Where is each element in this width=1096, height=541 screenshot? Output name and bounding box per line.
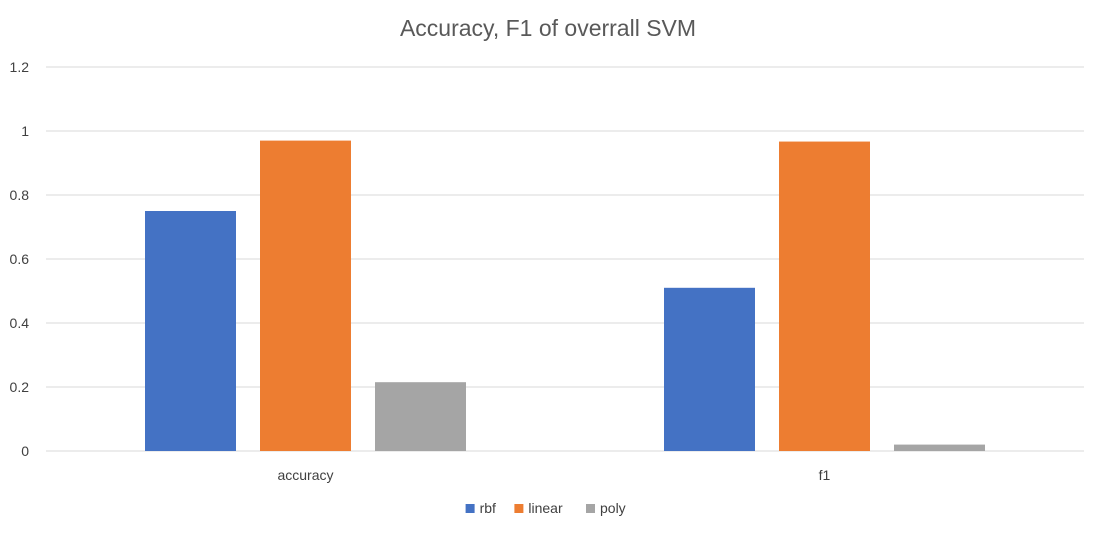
x-axis-categories: accuracy f1 [277,467,830,483]
y-tick-label: 1 [21,123,29,139]
y-tick-label: 0.4 [10,315,30,331]
y-tick-label: 0 [21,443,29,459]
legend-swatch-poly [586,504,595,513]
legend-label: linear [528,500,563,516]
x-category-label: f1 [819,467,831,483]
legend-label: rbf [480,500,496,516]
legend-swatch-linear [514,504,524,513]
bar-poly-f1 [894,444,985,451]
legend-label: poly [600,500,626,516]
y-tick-label: 0.8 [10,187,30,203]
bars [145,140,985,451]
bar-linear-accuracy [260,140,351,451]
legend-swatch-rbf [465,504,475,513]
y-tick-label: 0.6 [10,251,30,267]
bar-linear-f1 [779,141,870,451]
x-category-label: accuracy [277,467,333,483]
chart-title: Accuracy, F1 of overrall SVM [400,15,696,41]
y-axis-ticks: 0 0.2 0.4 0.6 0.8 1 1.2 [10,59,30,459]
bar-rbf-f1 [664,287,755,451]
legend: rbf linear poly [465,500,626,516]
y-tick-label: 0.2 [10,379,30,395]
bar-poly-accuracy [375,382,466,451]
y-tick-label: 1.2 [10,59,30,75]
bar-rbf-accuracy [145,211,236,451]
